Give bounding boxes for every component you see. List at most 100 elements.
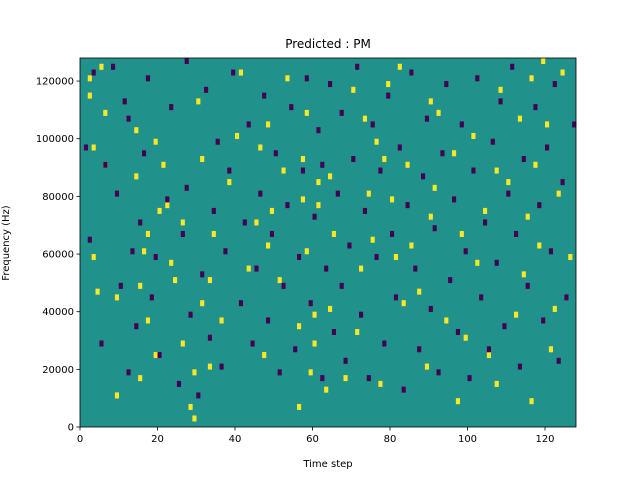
heatmap-cell-low [176, 380, 182, 387]
heatmap-cell-low [556, 357, 561, 364]
heatmap-cell-low [289, 104, 294, 111]
heatmap-cell-high [235, 132, 240, 139]
heatmap-cell-low [254, 265, 259, 272]
heatmap-cell-low [440, 150, 445, 157]
x-tick-label: 80 [384, 434, 397, 445]
heatmap-cell-low [444, 81, 449, 88]
heatmap-cell-high [494, 380, 499, 387]
heatmap-cell-low [502, 323, 507, 330]
heatmap-cell-low [479, 294, 484, 301]
heatmap-cell-low [533, 104, 538, 111]
heatmap-cell-low [114, 190, 120, 197]
heatmap-cell-low [463, 248, 468, 255]
heatmap-cell-high [246, 265, 251, 272]
heatmap-cell-high [452, 150, 457, 157]
heatmap-cell-high [324, 386, 329, 393]
x-tick-label: 100 [458, 434, 477, 445]
heatmap-cell-high [180, 219, 185, 226]
heatmap-cell-high [227, 179, 232, 186]
heatmap-cell-low [370, 121, 375, 128]
heatmap-cell-high [498, 86, 503, 93]
heatmap-cell-low [378, 167, 383, 174]
heatmap-cell-high [436, 109, 441, 116]
heatmap-cell-high [405, 161, 410, 168]
y-tick-label: 40000 [42, 307, 74, 318]
heatmap-cell-high [285, 75, 290, 82]
heatmap-cell-low [180, 230, 185, 237]
heatmap-cell-low [405, 202, 410, 209]
y-tick-label: 80000 [42, 192, 74, 203]
heatmap-cell-high [417, 288, 422, 295]
heatmap-cell-low [266, 317, 271, 324]
y-axis: 0 20000 40000 60000 80000 100000 120000 [36, 77, 80, 434]
heatmap-cell-low [304, 75, 309, 82]
heatmap-cell-high [506, 179, 511, 186]
heatmap-cell-low [359, 311, 364, 318]
heatmap-cell-low [382, 340, 387, 347]
heatmap-cell-high [541, 58, 546, 65]
heatmap-cell-high [517, 115, 523, 122]
heatmap-cell-low [421, 173, 426, 180]
heatmap-cell-high [386, 81, 391, 88]
heatmap-cell-high [548, 346, 554, 353]
heatmap-cell-low [506, 190, 511, 197]
heatmap-cell-high [114, 392, 120, 399]
heatmap-cell-low [424, 115, 430, 122]
heatmap-cell-high [258, 144, 263, 151]
heatmap-cell-high [409, 242, 414, 249]
heatmap-cell-high [374, 138, 379, 145]
heatmap-cell-high [192, 369, 197, 376]
heatmap-cell-low [111, 63, 116, 70]
heatmap-cell-high [359, 265, 364, 272]
heatmap-cell-high [300, 156, 306, 163]
heatmap-cell-low [339, 109, 344, 116]
heatmap-cell-low [347, 242, 352, 249]
heatmap-cell-high [161, 161, 166, 168]
heatmap-cell-low [560, 179, 565, 186]
heatmap-cell-low [397, 144, 402, 151]
heatmap-cell-low [165, 196, 170, 203]
x-tick-label: 40 [229, 434, 242, 445]
heatmap-cell-high [266, 242, 271, 249]
chart-title: Predicted : PM [285, 37, 371, 51]
heatmap-cell-low [548, 248, 554, 255]
heatmap-cell-low [297, 254, 302, 261]
heatmap-cell-high [529, 398, 534, 405]
heatmap-cell-high [134, 127, 139, 134]
heatmap-cell-low [227, 167, 232, 174]
heatmap-cell-low [246, 121, 251, 128]
heatmap-cell-high [537, 242, 542, 249]
heatmap-cell-low [83, 144, 89, 151]
heatmap-cell-low [242, 219, 247, 226]
y-tick-label: 100000 [36, 134, 74, 145]
heatmap-cell-low [281, 282, 286, 289]
heatmap-cell-low [428, 305, 433, 312]
heatmap-cell-high [91, 254, 96, 261]
heatmap-background [80, 58, 576, 427]
heatmap-cell-high [483, 207, 488, 214]
heatmap-cell-high [238, 69, 244, 76]
x-axis-label: Time step [302, 459, 352, 470]
heatmap-cell-high [533, 161, 538, 168]
heatmap-cell-high [87, 75, 92, 82]
heatmap-cell-low [401, 386, 406, 393]
heatmap-cell-high [545, 121, 550, 128]
heatmap-cell-low [145, 75, 151, 82]
heatmap-cell-high [153, 352, 158, 359]
heatmap-cell-high [138, 375, 143, 382]
heatmap-cell-high [114, 294, 120, 301]
heatmap-cell-low [545, 144, 550, 151]
heatmap-cell-low [157, 352, 162, 359]
heatmap-cell-high [103, 109, 108, 116]
heatmap-cell-high [196, 98, 201, 105]
heatmap-cell-low [517, 363, 523, 370]
heatmap-cell-low [207, 334, 213, 341]
heatmap-cell-high [145, 317, 151, 324]
heatmap-cell-low [211, 207, 216, 214]
heatmap-cell-high [207, 277, 213, 284]
heatmap-cell-high [424, 363, 430, 370]
heatmap-cell-low [328, 81, 333, 88]
heatmap-cell-low [142, 150, 147, 157]
heatmap-cell-high [200, 300, 205, 307]
